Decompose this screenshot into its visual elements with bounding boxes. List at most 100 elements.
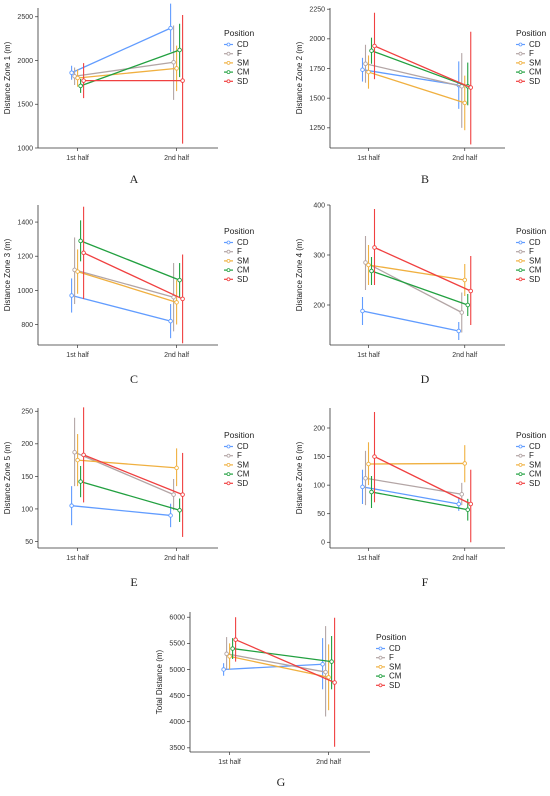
x-tick-label: 1st half (357, 555, 380, 562)
legend-key-point (378, 674, 383, 678)
legend-key-point (226, 462, 231, 467)
y-tick-label: 300 (313, 252, 325, 259)
legend-key-point (226, 277, 231, 282)
legend-item-cd: CD (516, 442, 541, 451)
legend-item-cm: CM (516, 266, 542, 275)
chart-panel-f: 0 50 100 150 200 1st half 2nd half Distance Zon… (295, 408, 547, 589)
legend-label: F (529, 247, 534, 256)
data-point (462, 461, 468, 466)
series-line (71, 27, 171, 74)
legend-key-point (518, 79, 523, 84)
legend-label: CM (529, 68, 542, 77)
legend-key-point (518, 61, 523, 65)
data-point (360, 484, 365, 490)
legend-label: SD (389, 681, 400, 690)
panel-letter: A (130, 172, 139, 186)
y-tick-label: 400 (313, 202, 325, 209)
y-tick-label: 2250 (309, 7, 325, 14)
series-f (224, 626, 328, 717)
data-point (171, 492, 176, 497)
data-point (372, 43, 377, 49)
data-point (177, 47, 182, 53)
series-line (371, 491, 468, 511)
chart-panel-g: 3500 4000 4500 5000 5500 6000 1st half 2nd half… (155, 612, 407, 789)
y-axis-title: Distance Zone 2 (m) (295, 41, 304, 114)
y-tick-label: 800 (21, 322, 33, 329)
legend-label: SD (237, 479, 248, 488)
series-cm (369, 37, 471, 106)
legend-key-point (226, 453, 231, 458)
legend-key-point (518, 51, 523, 56)
data-point (465, 302, 471, 308)
legend-item-sm: SM (376, 662, 401, 671)
panel-letter: B (421, 172, 429, 186)
legend-key-point (518, 472, 523, 477)
series-line (371, 50, 468, 87)
data-point (360, 67, 365, 72)
y-tick-label: 100 (21, 506, 33, 513)
data-point (465, 507, 471, 512)
chart-panel-e: 50 100 150 200 250 1st half 2nd half Distance Z… (3, 407, 255, 589)
legend-item-cd: CD (376, 644, 401, 653)
series-sm (75, 434, 179, 487)
legend-item-sm: SM (516, 460, 541, 469)
data-point (468, 85, 474, 90)
legend-key-point (518, 277, 523, 282)
data-point (180, 78, 185, 83)
y-axis-title: Distance Zone 5 (m) (3, 441, 12, 514)
legend-key-point (226, 51, 231, 56)
legend-label: F (389, 653, 394, 662)
data-point (360, 308, 365, 314)
series-line (77, 459, 177, 469)
x-tick-label: 2nd half (316, 759, 341, 766)
legend-key-point (378, 665, 383, 669)
legend-label: SM (389, 662, 401, 671)
y-tick-label: 250 (21, 409, 33, 416)
series-f (72, 237, 176, 332)
legend-item-f: F (376, 653, 394, 662)
data-point (456, 328, 462, 334)
legend-label: CM (529, 266, 542, 275)
series-line (71, 505, 171, 517)
series-sd (81, 206, 185, 344)
legend-key-point (226, 61, 231, 65)
data-point (366, 69, 371, 75)
legend-item-cm: CM (224, 470, 250, 479)
series-line (374, 455, 472, 505)
legend-title: Position (224, 28, 255, 38)
legend-label: SM (529, 58, 541, 67)
legend-item-f: F (516, 247, 534, 256)
data-point (78, 238, 83, 244)
x-tick-label: 2nd half (452, 155, 477, 162)
legend-label: F (529, 49, 534, 58)
legend-key-point (226, 240, 231, 245)
series-f (363, 44, 465, 128)
legend-key-point (518, 481, 523, 486)
data-point (459, 310, 465, 315)
data-point (369, 489, 374, 495)
y-tick-label: 200 (21, 441, 33, 448)
data-point (366, 262, 371, 268)
legend-label: SM (237, 256, 249, 265)
y-tick-label: 2000 (309, 36, 325, 43)
series-sm (75, 45, 179, 92)
legend-label: CD (237, 40, 249, 49)
x-tick-label: 1st half (66, 555, 89, 562)
legend-item-sm: SM (224, 58, 249, 67)
data-point (230, 646, 235, 651)
panel-letter: C (130, 372, 138, 386)
data-point (221, 667, 226, 672)
series-line (362, 69, 459, 86)
data-point (462, 100, 468, 106)
legend-key-point (226, 249, 231, 254)
series-line (80, 49, 180, 87)
series-line (368, 264, 465, 281)
series-line (77, 270, 177, 303)
series-sm (366, 245, 468, 296)
data-point (69, 503, 74, 508)
legend-label: SD (237, 275, 248, 284)
chart-panel-d: 200 300 400 1st half 2nd half Distance Zone 4… (295, 202, 547, 386)
legend-key-point (518, 240, 523, 245)
